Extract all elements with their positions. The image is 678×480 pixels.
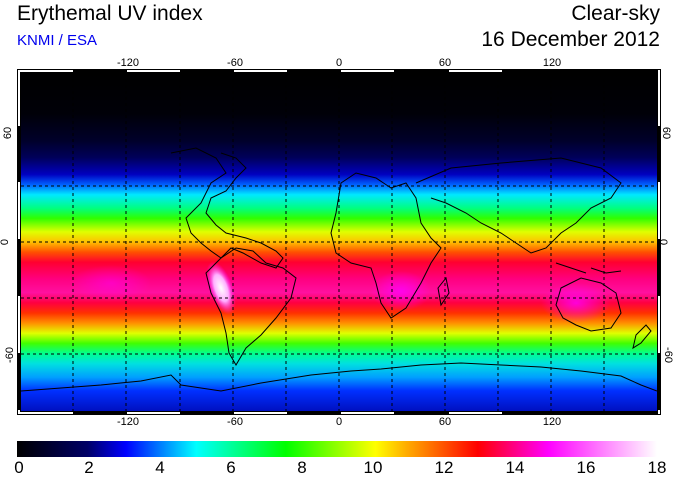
colorbar-label: 12 [434, 458, 454, 477]
lon-tick-top: 120 [542, 57, 562, 69]
colorbar-label: 4 [155, 458, 165, 477]
lat-tick-left: 60 [2, 126, 15, 140]
title: Erythemal UV index [17, 2, 203, 25]
uv-index-map [21, 73, 657, 411]
colorbar-label: 18 [647, 458, 667, 477]
lat-tick-right: 0 [657, 238, 670, 246]
colorbar-label: 2 [84, 458, 94, 477]
lon-tick-bottom: -60 [227, 416, 243, 428]
lon-tick-top: 0 [335, 57, 343, 69]
colorbar-label: 16 [576, 458, 596, 477]
colorbar [17, 441, 657, 457]
colorbar-label: 10 [363, 458, 383, 477]
lat-tick-right: -60 [661, 347, 674, 363]
lat-tick-left: 0 [0, 238, 12, 246]
lon-tick-bottom: 60 [438, 416, 452, 428]
lat-tick-left: -60 [3, 347, 16, 363]
lon-tick-bottom: -120 [116, 416, 140, 428]
lon-tick-bottom: 0 [335, 416, 343, 428]
lon-tick-top: -120 [116, 57, 140, 69]
colorbar-label: 0 [14, 458, 24, 477]
source-label: KNMI / ESA [17, 32, 98, 49]
lon-tick-bottom: 120 [542, 416, 562, 428]
colorbar-label: 6 [226, 458, 236, 477]
date-label: 16 December 2012 [481, 28, 660, 51]
colorbar-label: 14 [505, 458, 525, 477]
lat-tick-right: 60 [660, 126, 673, 140]
lon-tick-top: -60 [227, 57, 243, 69]
lon-tick-top: 60 [438, 57, 452, 69]
condition-label: Clear-sky [571, 2, 660, 25]
colorbar-label: 8 [297, 458, 307, 477]
